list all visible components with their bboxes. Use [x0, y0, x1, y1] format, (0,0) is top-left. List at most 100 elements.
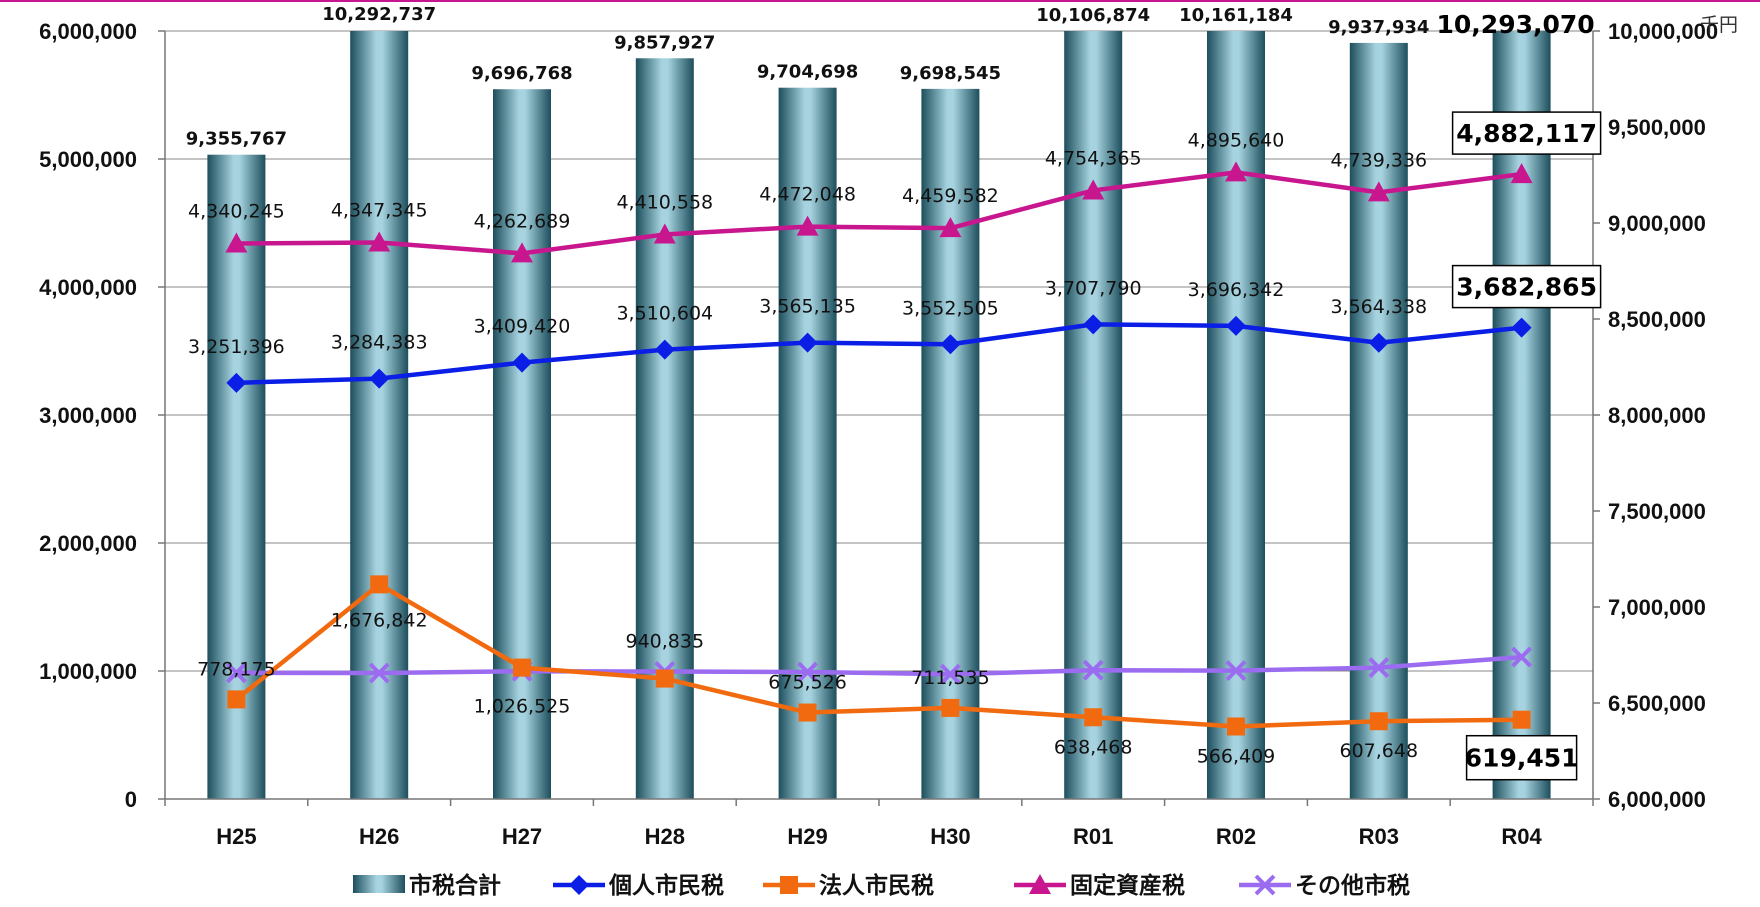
label-固定資産税-H28: 4,410,558	[616, 191, 713, 213]
x-tick-label-R04: R04	[1501, 824, 1542, 849]
bar-R01	[1064, 31, 1122, 799]
label-固定資産税-H25: 4,340,245	[188, 200, 285, 222]
label-固定資産税-R03: 4,739,336	[1330, 149, 1427, 171]
bar-label-R04: 10,293,070	[1437, 10, 1595, 39]
right-tick-label: 8,500,000	[1608, 307, 1706, 332]
legend-item-個人市民税: 個人市民税	[553, 872, 724, 899]
x-tick-label-R01: R01	[1073, 824, 1113, 849]
label-個人市民税-H28: 3,510,604	[616, 303, 713, 325]
label-法人市民税-R02: 566,409	[1197, 745, 1276, 767]
legend-label: その他市税	[1295, 872, 1410, 899]
point-法人市民税-H27	[513, 659, 531, 677]
point-法人市民税-H26	[370, 575, 388, 593]
label-固定資産税-R04-text: 4,882,117	[1456, 119, 1597, 148]
label-個人市民税-H26: 3,284,383	[331, 332, 428, 354]
bar-label-H27: 9,696,768	[471, 63, 572, 84]
label-固定資産税-H26: 4,347,345	[331, 200, 428, 222]
bar-H26	[350, 31, 408, 799]
label-固定資産税-R01: 4,754,365	[1045, 147, 1142, 169]
label-法人市民税-H30: 711,535	[911, 667, 990, 689]
legend-swatch-bar	[353, 875, 405, 893]
label-法人市民税-H28: 940,835	[626, 631, 705, 653]
point-法人市民税-R04	[1513, 711, 1531, 729]
label-固定資産税-H27: 4,262,689	[474, 210, 571, 232]
label-個人市民税-R04: 3,682,865	[1453, 266, 1601, 308]
label-個人市民税-R03: 3,564,338	[1330, 296, 1427, 318]
label-個人市民税-R04-text: 3,682,865	[1456, 273, 1597, 302]
left-tick-label: 6,000,000	[39, 19, 137, 44]
line-固定資産税	[236, 172, 1521, 253]
label-固定資産税-H29: 4,472,048	[759, 184, 856, 206]
label-法人市民税-H26: 1,676,842	[331, 609, 428, 631]
point-法人市民税-H29	[799, 704, 817, 722]
bar-label-H29: 9,704,698	[757, 62, 858, 83]
label-固定資産税-R02: 4,895,640	[1188, 129, 1285, 151]
bar-label-H28: 9,857,927	[614, 32, 715, 53]
legend-item-その他市税: その他市税	[1239, 872, 1410, 899]
label-個人市民税-R02: 3,696,342	[1188, 279, 1285, 301]
bar-label-H25: 9,355,767	[186, 129, 287, 150]
right-tick-label: 7,000,000	[1608, 595, 1706, 620]
unit-label: 千円	[1700, 14, 1738, 36]
legend: 市税合計 個人市民税 法人市民税 固定資産税 その他市税	[353, 872, 1410, 899]
point-法人市民税-H28	[656, 670, 674, 688]
label-固定資産税-R04: 4,882,117	[1453, 112, 1601, 154]
right-tick-label: 8,000,000	[1608, 403, 1706, 428]
point-法人市民税-R01	[1084, 708, 1102, 726]
x-tick-label-H27: H27	[502, 824, 542, 849]
left-tick-label: 3,000,000	[39, 403, 137, 428]
label-法人市民税-H25: 778,175	[197, 658, 276, 680]
label-法人市民税-R03: 607,648	[1340, 740, 1419, 762]
x-tick-label-H28: H28	[645, 824, 685, 849]
line-その他市税	[236, 657, 1521, 674]
legend-item-法人市民税: 法人市民税	[763, 872, 934, 899]
label-法人市民税-H27: 1,026,525	[474, 696, 571, 718]
right-tick-label: 6,000,000	[1608, 787, 1706, 812]
point-法人市民税-H25	[227, 690, 245, 708]
top-border	[0, 0, 1760, 2]
label-個人市民税-H30: 3,552,505	[902, 297, 999, 319]
legend-swatch-marker	[569, 875, 589, 895]
left-tick-label: 0	[125, 787, 137, 812]
bar-H27	[493, 89, 551, 799]
label-個人市民税-H25: 3,251,396	[188, 336, 285, 358]
x-tick-label-R03: R03	[1359, 824, 1399, 849]
bar-label-H26: 10,292,737	[322, 4, 436, 25]
label-個人市民税-R01: 3,707,790	[1045, 277, 1142, 299]
label-個人市民税-H29: 3,565,135	[759, 296, 856, 318]
x-tick-label-R02: R02	[1216, 824, 1256, 849]
label-個人市民税-H27: 3,409,420	[474, 316, 571, 338]
legend-swatch-marker	[780, 876, 798, 894]
legend-label: 固定資産税	[1070, 872, 1185, 899]
label-法人市民税-H29: 675,526	[768, 672, 847, 694]
bar-H28	[636, 58, 694, 799]
legend-item-固定資産税: 固定資産税	[1014, 872, 1185, 899]
left-tick-label: 2,000,000	[39, 531, 137, 556]
point-法人市民税-H30	[941, 699, 959, 717]
label-法人市民税-R04: 619,451	[1465, 736, 1579, 780]
point-法人市民税-R02	[1227, 717, 1245, 735]
legend-label: 個人市民税	[608, 872, 724, 899]
bar-label-H30: 9,698,545	[900, 63, 1001, 84]
legend-item-市税合計: 市税合計	[353, 872, 501, 899]
x-tick-label-H29: H29	[787, 824, 827, 849]
right-tick-label: 9,500,000	[1608, 115, 1706, 140]
label-法人市民税-R01: 638,468	[1054, 736, 1133, 758]
line-法人市民税	[236, 584, 1521, 726]
legend-label: 市税合計	[409, 872, 501, 899]
legend-label: 法人市民税	[819, 872, 934, 899]
left-tick-label: 1,000,000	[39, 659, 137, 684]
bar-label-R02: 10,161,184	[1179, 5, 1293, 26]
series-lines	[225, 161, 1532, 735]
x-tick-label-H26: H26	[359, 824, 399, 849]
right-tick-label: 7,500,000	[1608, 499, 1706, 524]
x-tick-label-H30: H30	[930, 824, 970, 849]
x-tick-label-H25: H25	[216, 824, 256, 849]
left-tick-label: 4,000,000	[39, 275, 137, 300]
bar-label-R01: 10,106,874	[1036, 5, 1150, 26]
right-tick-label: 9,000,000	[1608, 211, 1706, 236]
right-tick-label: 6,500,000	[1608, 691, 1706, 716]
bar-label-R03: 9,937,934	[1328, 17, 1429, 38]
point-法人市民税-R03	[1370, 712, 1388, 730]
